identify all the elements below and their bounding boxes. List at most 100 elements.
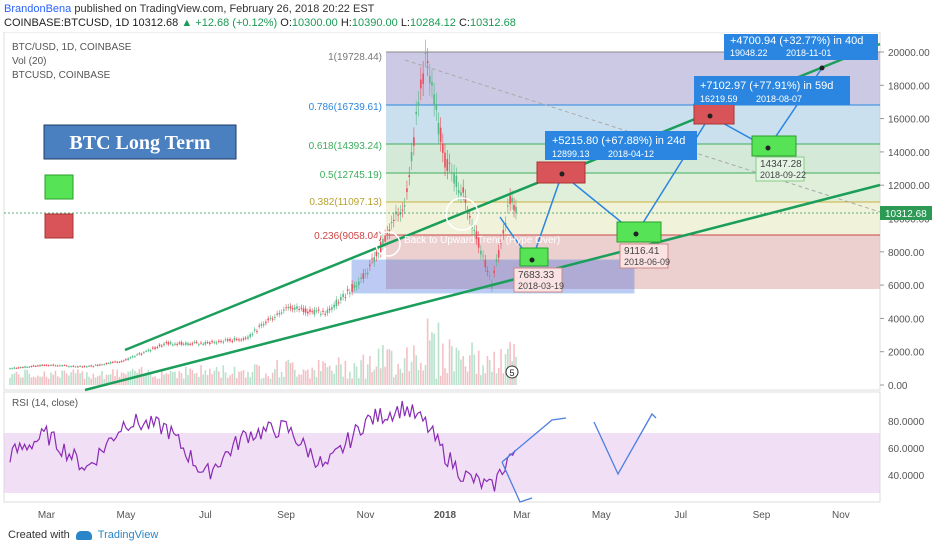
price-candle-body [515,206,517,213]
volume-bar [147,369,150,385]
volume-bar [484,373,487,385]
price-candle-body [68,366,70,368]
rsi-axis: 80.0000 60.0000 40.0000 [888,417,925,482]
price-candle-body [156,346,159,348]
volume-bar [401,372,404,385]
price-candle-body [138,353,141,355]
sell-box-2[interactable] [693,103,735,125]
price-candle-body [482,255,484,257]
volume-bar [500,349,502,385]
time-tick-label: Mar [38,510,56,521]
volume-bar [324,362,326,385]
price-candle-body [11,368,13,370]
back-to-trend-circle [445,197,479,231]
open-value: 10300.00 [291,17,338,29]
price-candle-body [382,238,384,245]
volume-bar [326,367,329,385]
volume-bar [103,378,106,385]
price-candle-body [114,361,116,363]
price-candle-body [274,316,276,318]
volume-bar [471,342,473,385]
volume-bar [276,359,278,385]
volume-bar [249,377,252,385]
price-candle-body [486,270,489,272]
volume-bar [83,378,86,385]
price-candle-body [442,143,444,153]
fib-label-5: 0.5(12745.19) [320,170,382,181]
volume-bar [384,366,386,385]
author-link[interactable]: BrandonBena [4,3,72,15]
close-label: C: [458,17,470,29]
volume-bar [406,347,408,385]
price-candle-body [313,309,316,315]
volume-bar [72,369,75,385]
volume-bar [50,372,52,385]
price-candle-body [280,312,283,314]
price-candle-body [215,342,218,344]
volume-bar [274,369,276,385]
volume-bar [497,367,500,385]
price-tick-label: 14000.00 [888,148,930,159]
volume-bar [37,375,39,385]
price-candle-body [429,76,431,84]
volume-bar [473,354,476,385]
chart-canvas[interactable]: 1(19728.44) 0.786(16739.61) 0.618(14393.… [0,32,932,532]
price-candle-body [408,175,411,178]
buy-box-3[interactable] [751,135,797,157]
price-candle-body [384,235,386,242]
price-candle-body [333,304,335,308]
price-candle-body [242,338,245,340]
price-candle-body [47,365,50,367]
volume-bar [262,377,265,385]
volume-bar [215,366,218,385]
target-box-3 [724,34,878,60]
publish-text: published on TradingView.com, February 2… [71,3,375,15]
target-point-3 [819,65,825,71]
volume-bar [386,349,389,385]
price-candle-body [258,325,260,327]
volume-bar [344,360,347,385]
price-tick-label: 20000.00 [888,48,930,59]
price-candle-body [220,341,222,343]
fib-label-236: 0.236(9058.04) [314,231,382,242]
target-move-1: +5215.80 (+67.88%) in 24d [552,135,685,147]
volume-bar [206,375,209,385]
volume-bar [417,369,420,385]
footer: Created with TradingView [8,529,158,541]
tradingview-link[interactable]: TradingView [97,529,159,541]
time-tick-label: Sep [753,510,771,521]
price-candle-body [26,366,28,368]
price-candle-body [417,102,420,106]
rsi-line [9,400,516,492]
volume-bar [171,372,174,385]
price-candle-body [103,364,106,366]
volume-bar [158,378,161,385]
chart-legend-line1: BTC/USD, 1D, COINBASE [12,42,132,53]
fib-label-618: 0.618(14393.24) [309,141,382,152]
event-badge-icon[interactable] [505,365,519,379]
target-point-1 [559,171,565,177]
buy-box-2[interactable] [616,221,662,243]
price-candle-body [331,307,333,310]
volume-bar [462,356,465,385]
volume-bar [320,371,322,385]
volume-bar [77,369,79,385]
footer-created: Created with [8,529,70,541]
price-candle-body [187,343,189,345]
close-value: 10312.68 [469,17,516,29]
price-candle-body [211,340,213,343]
volume-bar [502,373,505,385]
volume-bar [293,369,296,385]
price-candle-body [191,343,194,345]
volume-bar [220,377,222,385]
price-tick-label: 0.00 [888,381,908,392]
tradingview-logo-icon[interactable] [75,530,92,540]
price-candle-body [285,307,287,309]
volume-bar [453,371,455,385]
price-candle-body [129,357,132,359]
volume-bar [291,362,294,385]
price-candle-body [178,342,181,344]
buy-box-1[interactable] [519,247,549,267]
descending-trendline [404,59,881,213]
volume-bar [397,363,399,385]
